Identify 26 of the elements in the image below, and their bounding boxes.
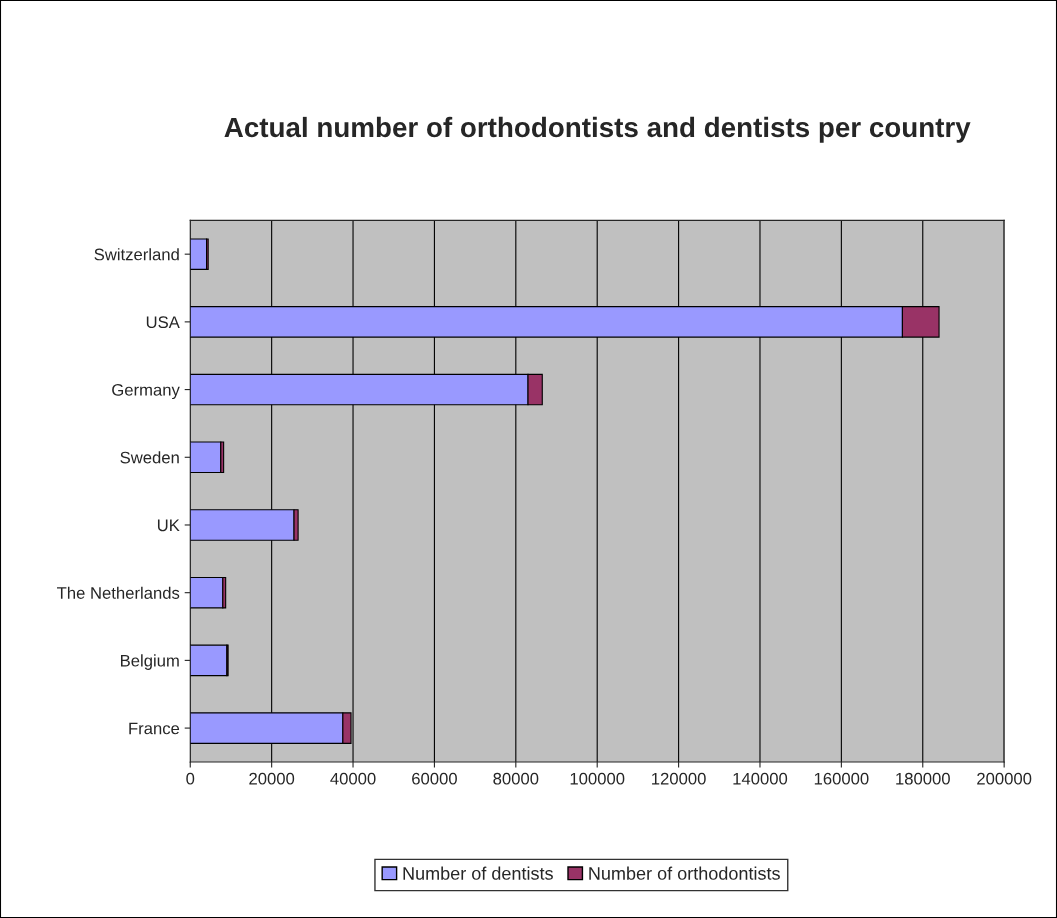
y-tick-label: France (129, 722, 180, 735)
y-tick-label: UK (157, 519, 180, 532)
x-tick-label: 200000 (977, 772, 1032, 785)
x-tick-label: 140000 (733, 772, 788, 785)
x-tick-label: 160000 (814, 772, 869, 785)
y-tick-label: Switzerland (94, 248, 179, 261)
y-tick-label: The Netherlands (57, 586, 180, 599)
legend-label: Number of dentists (403, 866, 553, 880)
legend-label: Number of orthodontists (589, 866, 780, 880)
bar (190, 576, 224, 609)
x-tick-label: 20000 (249, 772, 295, 785)
y-tick-label: Germany (112, 383, 180, 400)
x-tick-label: 80000 (493, 772, 539, 785)
x-tick-label: 120000 (652, 772, 706, 785)
bar (190, 644, 228, 677)
x-tick-label: 60000 (412, 772, 457, 785)
chart-title: Actual number of orthodontists and dentists per country (224, 116, 971, 143)
y-tick-label: USA (146, 316, 180, 329)
y-tick-label: Belgium (121, 654, 179, 670)
x-tick-label: 0 (186, 772, 195, 785)
x-tick-label: 180000 (896, 772, 950, 785)
bar (190, 441, 222, 474)
bar (190, 238, 208, 270)
x-tick-label: 100000 (570, 772, 625, 785)
y-tick-label: Sweden (120, 451, 179, 464)
x-tick-label: 40000 (330, 772, 376, 785)
